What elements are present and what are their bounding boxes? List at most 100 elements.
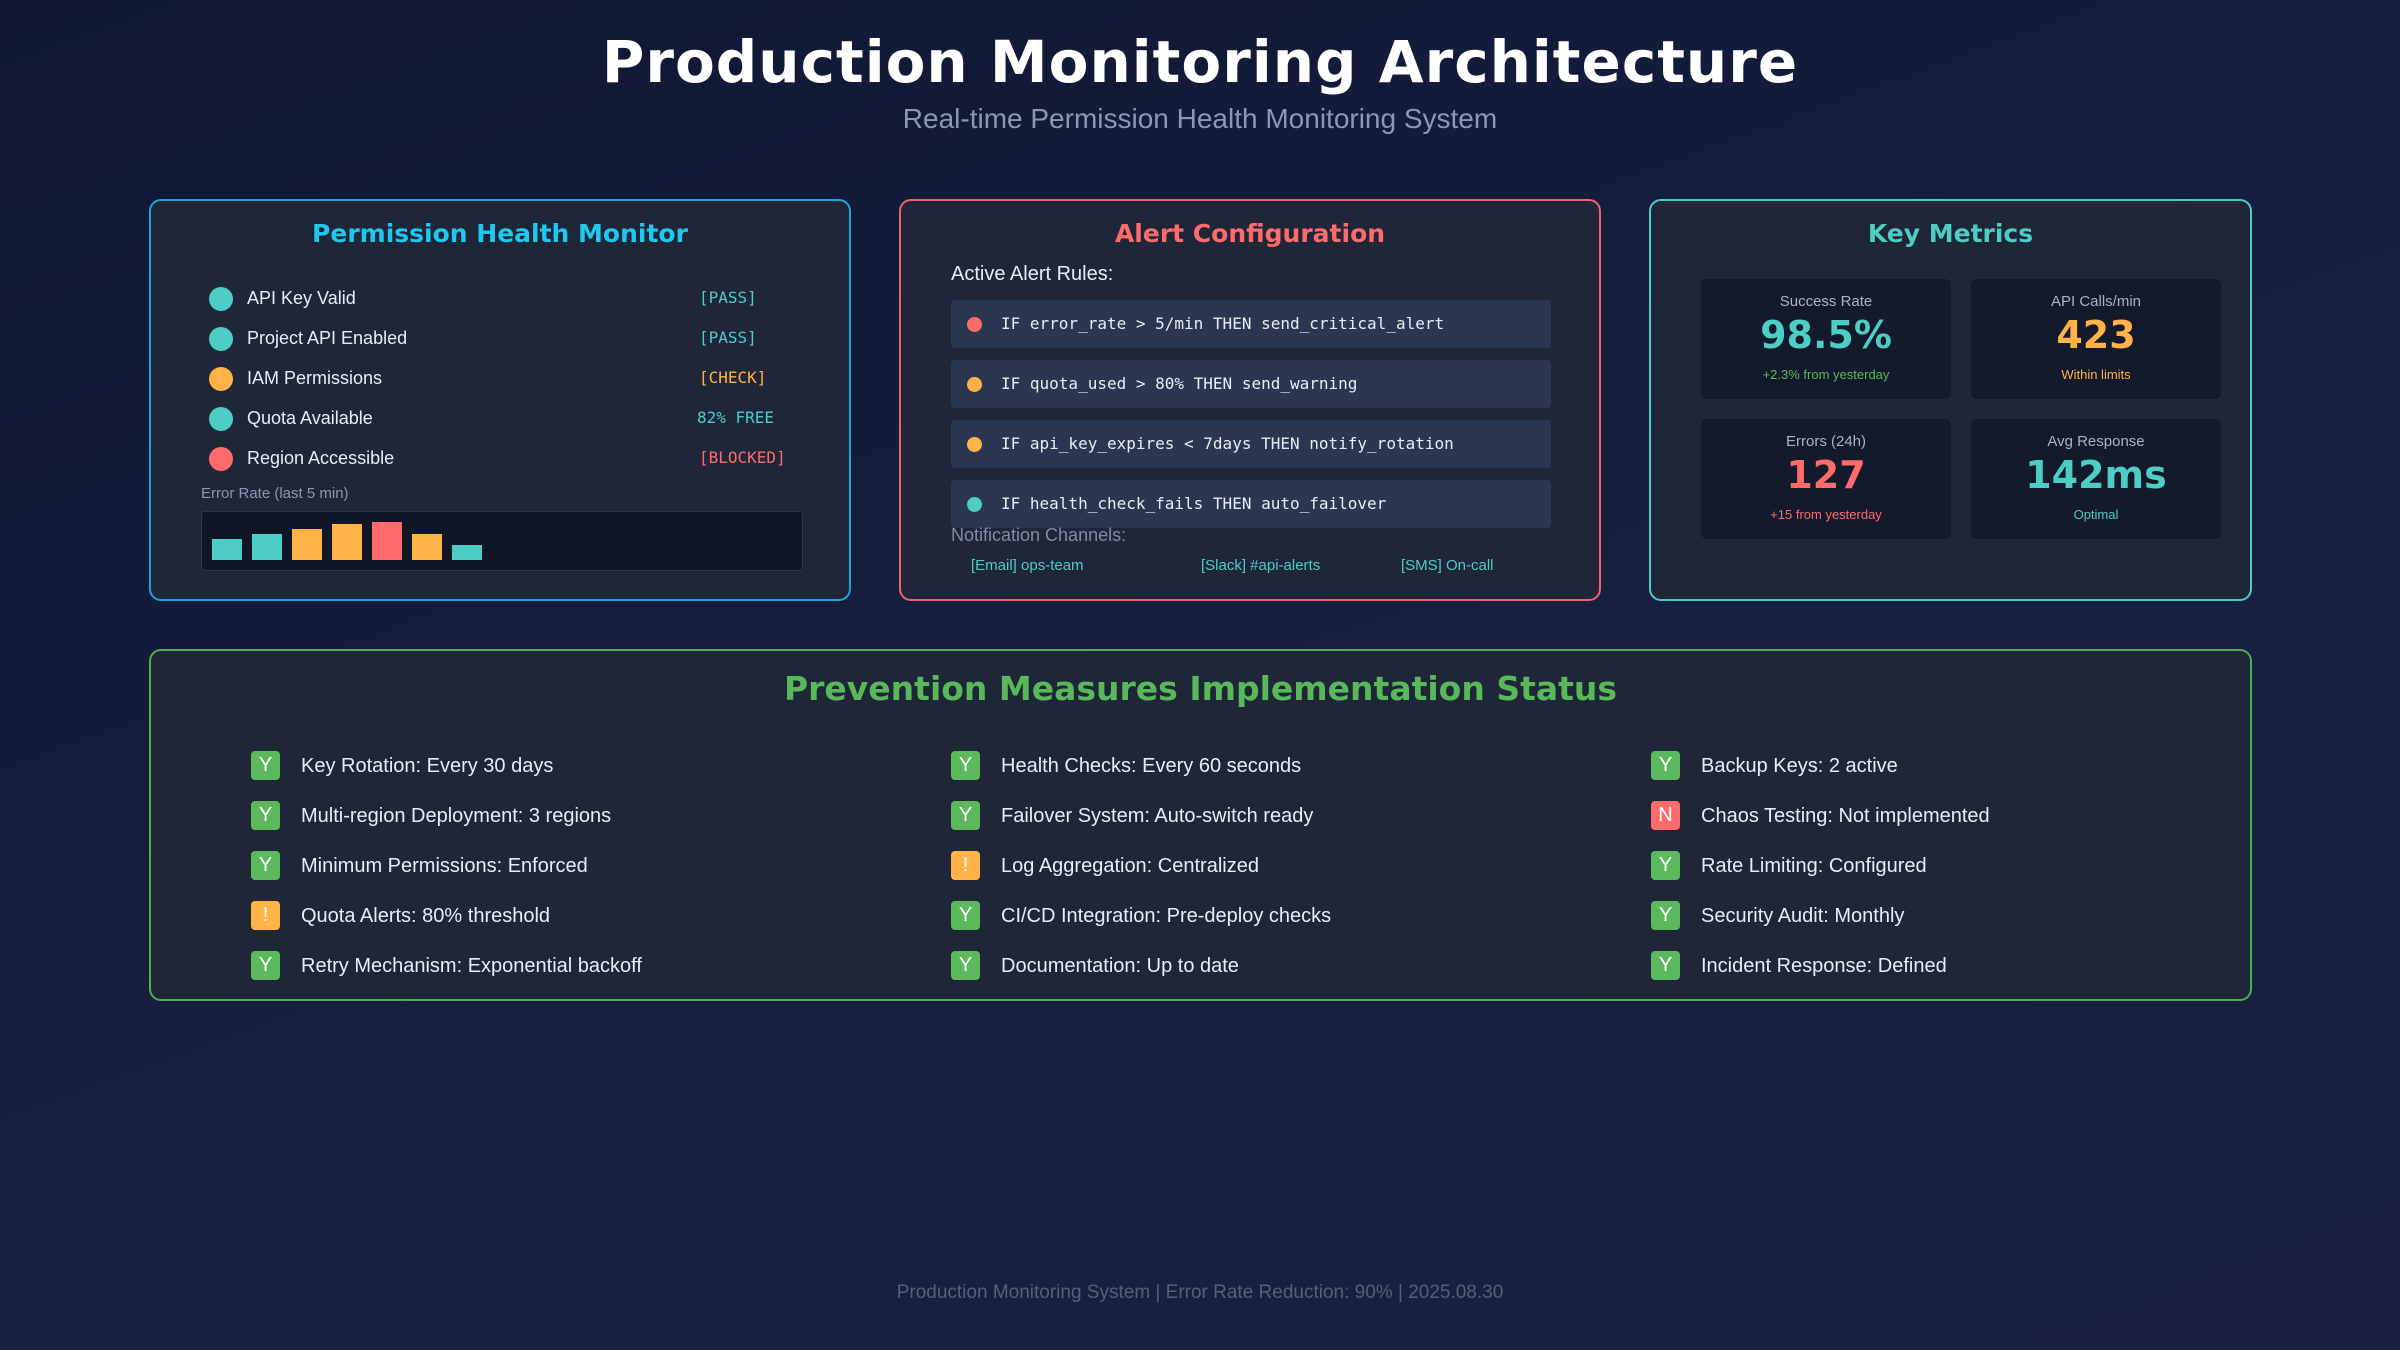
status-badge: Y bbox=[951, 801, 980, 830]
page-title: Production Monitoring Architecture bbox=[601, 28, 1799, 96]
notification-channels-label: Notification Channels: bbox=[951, 525, 1127, 545]
health-check-row: IAM Permissions [CHECK] bbox=[209, 364, 789, 394]
status-badge: ! bbox=[251, 901, 280, 930]
prevention-item-text: Key Rotation: Every 30 days bbox=[301, 755, 554, 777]
notification-channel: [SMS] On-call bbox=[1401, 557, 1494, 574]
health-check-row: Quota Available 82% FREE bbox=[209, 404, 789, 434]
metric-value: 423 bbox=[2056, 313, 2136, 357]
status-badge: Y bbox=[951, 901, 980, 930]
error-rate-bar bbox=[332, 524, 362, 560]
severity-dot bbox=[967, 437, 982, 452]
error-rate-bar bbox=[452, 545, 482, 560]
permission-health-panel: Permission Health Monitor API Key Valid [… bbox=[149, 199, 851, 601]
alert-rule: IF quota_used > 80% THEN send_warning bbox=[951, 360, 1551, 408]
health-check-row: Region Accessible [BLOCKED] bbox=[209, 444, 789, 474]
prevention-item-text: Quota Alerts: 80% threshold bbox=[301, 905, 551, 927]
status-badge: Y bbox=[251, 751, 280, 780]
metric-value: 142ms bbox=[2025, 453, 2167, 497]
metric-label: Avg Response bbox=[2047, 433, 2145, 450]
severity-dot bbox=[967, 497, 982, 512]
active-rules-label: Active Alert Rules: bbox=[951, 263, 1114, 285]
metric-card: Success Rate 98.5% +2.3% from yesterday bbox=[1701, 279, 1951, 399]
health-check-row: Project API Enabled [PASS] bbox=[209, 324, 789, 354]
prevention-item-text: Chaos Testing: Not implemented bbox=[1701, 805, 1990, 827]
prevention-item-text: Multi-region Deployment: 3 regions bbox=[301, 805, 612, 827]
health-check-status: [PASS] bbox=[699, 288, 757, 307]
health-check-status: [BLOCKED] bbox=[699, 448, 786, 467]
panel-title: Prevention Measures Implementation Statu… bbox=[783, 669, 1618, 708]
alert-rule-text: IF error_rate > 5/min THEN send_critical… bbox=[1001, 314, 1445, 333]
severity-dot bbox=[967, 377, 982, 392]
panel-title: Permission Health Monitor bbox=[312, 219, 688, 248]
status-badge: Y bbox=[251, 801, 280, 830]
metric-note: +2.3% from yesterday bbox=[1762, 367, 1890, 382]
health-check-status: [PASS] bbox=[699, 328, 757, 347]
alert-rule: IF api_key_expires < 7days THEN notify_r… bbox=[951, 420, 1551, 468]
status-badge: Y bbox=[251, 951, 280, 980]
status-dot bbox=[209, 367, 233, 391]
metric-note: +15 from yesterday bbox=[1770, 507, 1882, 522]
prevention-item-text: Log Aggregation: Centralized bbox=[1001, 855, 1259, 877]
metric-card: API Calls/min 423 Within limits bbox=[1971, 279, 2221, 399]
notification-channel: [Slack] #api-alerts bbox=[1201, 557, 1321, 574]
metric-card: Errors (24h) 127 +15 from yesterday bbox=[1701, 419, 1951, 539]
status-badge: Y bbox=[1651, 751, 1680, 780]
metric-value: 127 bbox=[1786, 453, 1866, 497]
status-badge: Y bbox=[951, 951, 980, 980]
status-badge: Y bbox=[951, 751, 980, 780]
metric-note: Optimal bbox=[2073, 507, 2119, 522]
health-check-row: API Key Valid [PASS] bbox=[209, 284, 789, 314]
health-check-label: IAM Permissions bbox=[247, 368, 383, 388]
error-rate-chart bbox=[201, 511, 803, 571]
status-dot bbox=[209, 327, 233, 351]
prevention-item-text: Health Checks: Every 60 seconds bbox=[1001, 755, 1302, 777]
health-check-label: API Key Valid bbox=[247, 288, 356, 308]
prevention-item-text: Backup Keys: 2 active bbox=[1701, 755, 1898, 777]
status-dot bbox=[209, 447, 233, 471]
prevention-item-text: CI/CD Integration: Pre-deploy checks bbox=[1001, 905, 1332, 927]
key-metrics-panel: Key Metrics Success Rate 98.5% +2.3% from … bbox=[1649, 199, 2252, 601]
prevention-item-text: Security Audit: Monthly bbox=[1701, 905, 1905, 927]
status-dot bbox=[209, 287, 233, 311]
panel-title: Key Metrics bbox=[1867, 219, 2034, 248]
error-rate-label: Error Rate (last 5 min) bbox=[201, 485, 349, 502]
metric-label: Errors (24h) bbox=[1785, 433, 1867, 450]
health-check-label: Region Accessible bbox=[247, 448, 395, 468]
metric-label: Success Rate bbox=[1779, 293, 1873, 310]
error-rate-bar bbox=[252, 534, 282, 560]
prevention-item-text: Incident Response: Defined bbox=[1701, 955, 1947, 977]
prevention-item-text: Retry Mechanism: Exponential backoff bbox=[301, 955, 642, 977]
status-badge: ! bbox=[951, 851, 980, 880]
prevention-item-text: Minimum Permissions: Enforced bbox=[301, 855, 588, 877]
alert-rule-text: IF api_key_expires < 7days THEN notify_r… bbox=[1001, 434, 1454, 453]
health-check-status: 82% FREE bbox=[697, 408, 775, 427]
error-rate-bar bbox=[292, 529, 322, 560]
alert-rule-text: IF quota_used > 80% THEN send_warning bbox=[1001, 374, 1358, 393]
metric-value: 98.5% bbox=[1760, 313, 1892, 357]
health-check-label: Project API Enabled bbox=[247, 328, 408, 348]
health-check-label: Quota Available bbox=[247, 408, 373, 428]
alert-rule: IF error_rate > 5/min THEN send_critical… bbox=[951, 300, 1551, 348]
prevention-item-text: Failover System: Auto-switch ready bbox=[1001, 805, 1314, 827]
status-badge: Y bbox=[1651, 951, 1680, 980]
severity-dot bbox=[967, 317, 982, 332]
status-badge: N bbox=[1651, 801, 1680, 830]
error-rate-bar bbox=[412, 534, 442, 560]
status-badge: Y bbox=[1651, 851, 1680, 880]
metric-note: Within limits bbox=[2061, 367, 2131, 382]
error-rate-bar bbox=[212, 539, 242, 560]
metric-label: API Calls/min bbox=[2050, 293, 2142, 310]
panel-title: Alert Configuration bbox=[1114, 219, 1386, 248]
prevention-measures-panel: Prevention Measures Implementation Statu… bbox=[149, 649, 2252, 1001]
health-check-status: [CHECK] bbox=[699, 368, 767, 387]
notification-channel: [Email] ops-team bbox=[971, 557, 1084, 574]
status-badge: Y bbox=[1651, 901, 1680, 930]
alert-rule: IF health_check_fails THEN auto_failover bbox=[951, 480, 1551, 528]
prevention-item-text: Rate Limiting: Configured bbox=[1701, 855, 1927, 877]
footer: Production Monitoring System | Error Rat… bbox=[896, 1282, 1504, 1303]
error-rate-bar bbox=[372, 522, 402, 560]
prevention-item-text: Documentation: Up to date bbox=[1001, 955, 1239, 977]
metric-card: Avg Response 142ms Optimal bbox=[1971, 419, 2221, 539]
status-badge: Y bbox=[251, 851, 280, 880]
alert-rule-text: IF health_check_fails THEN auto_failover bbox=[1001, 494, 1387, 513]
